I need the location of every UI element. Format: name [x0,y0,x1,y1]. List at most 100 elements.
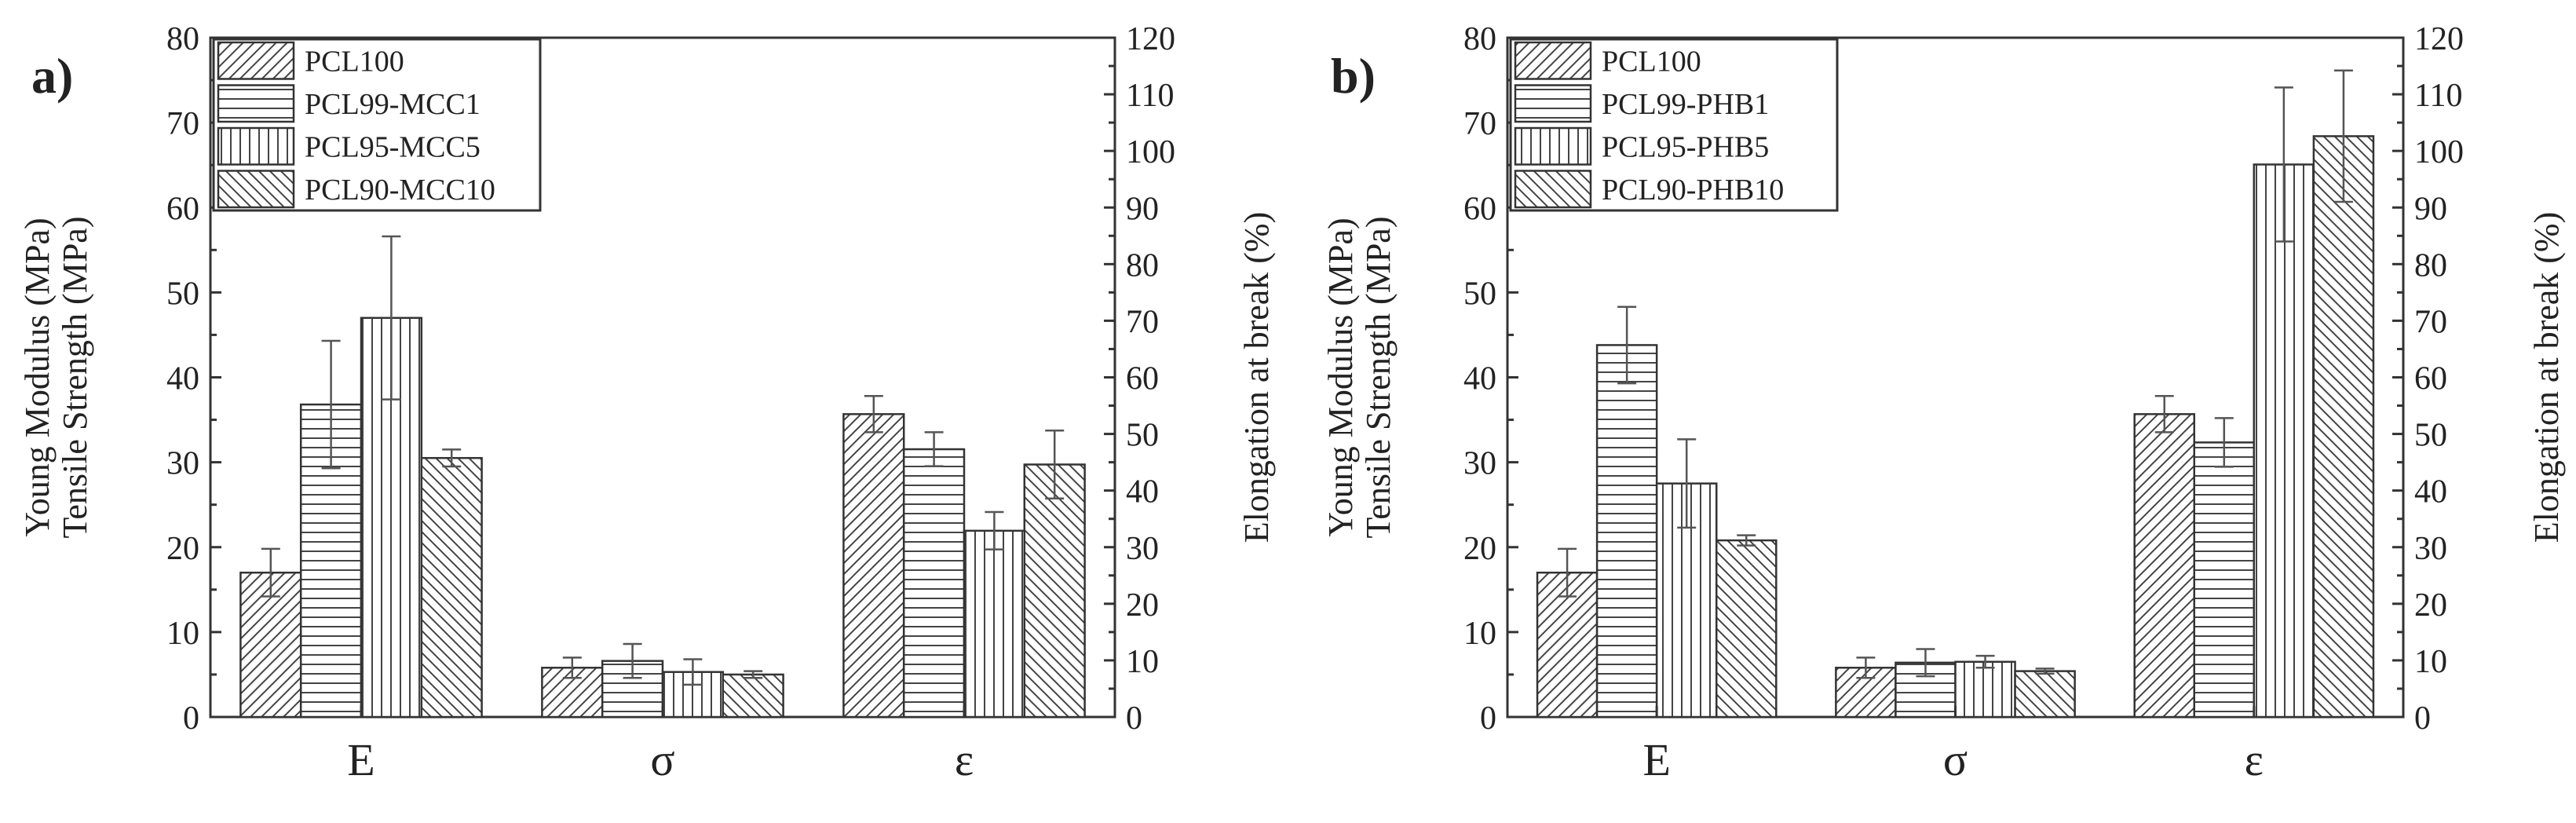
legend-label: PCL95-PHB5 [1602,130,1769,163]
right-tick-label: 70 [2414,304,2447,340]
left-tick-label: 20 [166,531,199,567]
right-tick-label: 70 [1126,304,1159,340]
legend-label: PCL99-MCC1 [305,88,480,121]
bar-pcl100-1 [541,667,604,719]
right-tick-label: 60 [1126,361,1159,397]
error-bar [1677,438,1697,529]
error-bar [1916,648,1935,678]
x-tick-label: E [1642,734,1670,785]
error-bar [2214,417,2234,468]
error-bar [2333,69,2353,203]
legend-swatch [217,126,295,166]
error-bar [1617,305,1637,385]
bar-pcl90-phb10-1 [2014,670,2076,719]
right-tick-label: 90 [1126,191,1159,227]
x-tick-label: ε [955,734,974,785]
right-tick-label: 100 [1126,134,1175,170]
error-bar [2274,86,2293,243]
bar-pcl100-2 [2133,413,2196,719]
bar-pcl90-mcc10-1 [722,673,784,719]
legend-swatch [1514,84,1592,123]
error-bar [985,510,1004,550]
left-tick-label: 70 [166,106,199,142]
right-tick-label: 50 [1126,418,1159,454]
error-bar [924,431,944,467]
y-axis-title-right: Elongation at break (%) [1237,212,1276,543]
right-tick-label: 120 [2414,21,2464,57]
left-tick-label: 40 [1463,361,1496,397]
right-tick-label: 60 [2414,361,2447,397]
bar-pcl99-mcc1-2 [902,448,966,719]
legend-swatch [1514,41,1592,80]
left-tick-label: 0 [183,700,199,737]
error-bar [864,395,883,433]
panel-label: a) [31,48,73,104]
left-tick-label: 0 [1480,700,1496,737]
right-tick-label: 80 [2414,247,2447,283]
left-tick-label: 30 [166,446,199,482]
error-bar [261,547,280,598]
left-tick-label: 70 [1463,106,1496,142]
error-bar [1975,654,1995,669]
bar-pcl90-phb10-2 [2312,135,2375,719]
legend-label: PCL90-MCC10 [305,174,495,207]
legend-swatch [217,84,295,123]
right-tick-label: 0 [1126,700,1142,737]
bar-pcl100-2 [842,413,905,719]
x-tick-label: E [347,734,375,785]
legend-label: PCL100 [1602,45,1701,78]
y-axis-title-left: Tensile Strength (MPa) [56,217,94,539]
legend-label: PCL100 [305,45,404,78]
right-tick-label: 0 [2414,700,2431,737]
right-tick-label: 50 [2414,418,2447,454]
left-tick-label: 20 [1463,531,1496,567]
left-tick-label: 30 [1463,446,1496,482]
right-tick-label: 10 [1126,644,1159,680]
left-tick-label: 50 [1463,276,1496,312]
left-tick-label: 40 [166,361,199,397]
left-tick-label: 10 [166,616,199,652]
error-bar [744,670,763,679]
legend-swatch [217,41,295,80]
right-tick-label: 110 [2414,78,2462,114]
panel-b: b) 0 10 20 30 40 50 60 70 80 0 10 20 30 40 50 60 70 80 90 10… [1321,21,2566,785]
error-bar [321,339,341,470]
legend-label: PCL90-PHB10 [1602,174,1784,207]
y-axis-title-right: Elongation at break (%) [2527,212,2566,543]
error-bar [623,642,642,679]
left-tick-label: 50 [166,276,199,312]
bar-pcl90-mcc10-0 [420,456,483,719]
y-axis-title-left: Young Modulus (MPa) [1321,218,1360,536]
legend-swatch [1514,170,1592,209]
panel-a: a) 0 10 20 30 40 50 60 70 80 0 10 20 30 40 50 60 70 80 90 10… [18,21,1276,785]
x-tick-label: σ [650,734,674,785]
error-bar [1558,547,1577,598]
bar-pcl95-mcc5-2 [963,529,1026,719]
right-tick-label: 100 [2414,134,2464,170]
x-tick-label: σ [1943,734,1968,785]
legend-label: PCL95-MCC5 [305,130,480,163]
right-tick-label: 40 [2414,474,2447,510]
left-tick-label: 80 [1463,21,1496,57]
y-axis-title-left: Tensile Strength (MPa) [1359,217,1398,539]
error-bar [1045,430,1065,500]
right-tick-label: 20 [1126,587,1159,624]
right-tick-label: 90 [2414,191,2447,227]
bar-pcl99-phb1-0 [1595,344,1658,719]
right-tick-label: 80 [1126,247,1159,283]
bar-pcl90-phb10-0 [1715,539,1778,719]
right-tick-label: 120 [1126,21,1175,57]
right-tick-label: 40 [1126,474,1159,510]
error-bar [442,448,462,468]
right-tick-label: 110 [1126,78,1174,114]
error-bar [1737,534,1756,547]
error-bar [1856,657,1876,679]
legend-swatch [1514,126,1592,166]
legend-label: PCL99-PHB1 [1602,88,1769,121]
legend-swatch [217,170,295,209]
right-tick-label: 30 [1126,531,1159,567]
bar-pcl99-phb1-2 [2193,441,2256,719]
error-bar [2154,395,2174,433]
x-tick-label: ε [2245,734,2264,785]
